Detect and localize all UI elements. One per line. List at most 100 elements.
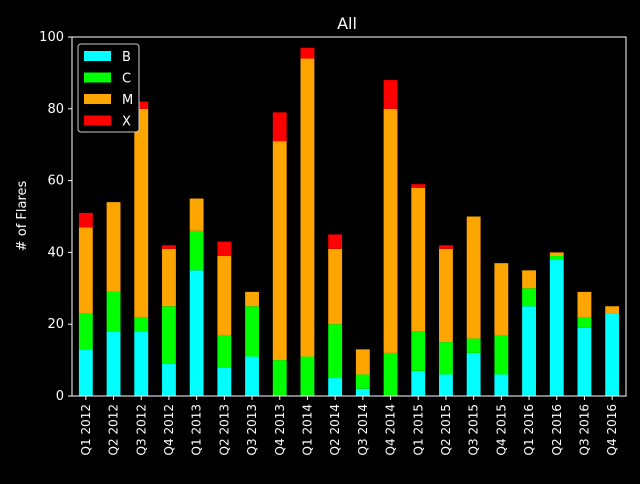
x-tick-label: Q2 2013 <box>217 404 231 455</box>
bar-segment-c-17 <box>549 255 564 260</box>
bar-segment-x-5 <box>217 241 232 256</box>
legend-swatch-m <box>84 94 111 104</box>
bar-segment-m-4 <box>189 198 204 231</box>
x-tick-label: Q1 2016 <box>522 404 536 455</box>
bar-segment-m-17 <box>549 252 564 256</box>
x-tick-label: Q3 2013 <box>245 404 259 455</box>
legend-swatch-c <box>84 72 111 83</box>
bar-segment-c-2 <box>134 317 149 332</box>
bar-segment-c-9 <box>328 324 343 379</box>
bar-segment-x-0 <box>78 212 93 228</box>
bar-segment-b-13 <box>439 374 453 396</box>
bar-segment-b-15 <box>494 374 509 396</box>
bar-segment-c-14 <box>466 338 481 353</box>
x-tick-label: Q2 2012 <box>107 404 121 455</box>
bar-segment-x-2 <box>134 101 149 109</box>
bar-segment-m-11 <box>383 108 398 353</box>
x-tick-label: Q4 2012 <box>162 404 176 455</box>
y-axis-label: # of Flares <box>15 180 30 251</box>
bar-segment-m-14 <box>466 216 481 339</box>
bar-segment-c-5 <box>217 334 232 368</box>
x-tick-label: Q1 2014 <box>300 404 314 455</box>
x-tick-label: Q2 2014 <box>328 404 342 455</box>
bar-segment-c-1 <box>106 291 121 332</box>
x-tick-label: Q4 2014 <box>384 404 398 455</box>
axes-group: 0 20 40 60 80 100 Q1 2012 Q2 2012 Q3 2012 Q4 2012… <box>39 30 627 455</box>
plot-frame <box>71 36 627 397</box>
bar-segment-b-0 <box>78 349 93 396</box>
legend-label-b: B <box>122 50 131 65</box>
bar-segment-x-7 <box>272 112 287 142</box>
bars-group <box>78 47 620 396</box>
bar-segment-b-16 <box>522 306 536 396</box>
bar-segment-x-11 <box>383 80 398 109</box>
legend-label-m: M <box>122 93 133 108</box>
bar-segment-m-16 <box>522 270 536 289</box>
x-tick-label: Q1 2012 <box>79 404 93 455</box>
bar-segment-b-2 <box>134 331 149 396</box>
bar-segment-c-18 <box>577 317 592 328</box>
bar-segment-c-0 <box>78 313 93 350</box>
x-tick-label: Q3 2016 <box>577 404 591 455</box>
y-tick-label: 0 <box>56 389 64 404</box>
x-tick-label: Q4 2013 <box>273 404 287 455</box>
bar-segment-b-6 <box>245 356 259 396</box>
legend-swatch-b <box>84 51 111 61</box>
bar-segment-c-7 <box>272 360 287 396</box>
bar-segment-b-18 <box>577 327 592 396</box>
bar-segment-m-19 <box>605 306 620 314</box>
bar-segment-m-5 <box>217 255 232 335</box>
bar-segment-x-9 <box>328 234 343 249</box>
x-tick-label: Q2 2015 <box>439 404 453 455</box>
bar-segment-m-12 <box>411 187 426 332</box>
bar-segment-c-13 <box>439 342 453 375</box>
bar-segment-b-12 <box>411 370 426 396</box>
bar-segment-m-15 <box>494 263 509 335</box>
bar-segment-b-10 <box>355 388 370 396</box>
bar-segment-b-14 <box>466 352 481 396</box>
bar-segment-m-7 <box>272 141 287 361</box>
bar-segment-m-3 <box>162 248 176 307</box>
bar-segment-m-2 <box>134 108 149 318</box>
bar-segment-x-3 <box>162 245 176 249</box>
y-tick-label: 60 <box>47 174 64 189</box>
bar-segment-b-9 <box>328 378 343 396</box>
bar-segment-x-8 <box>300 47 315 59</box>
x-tick-label: Q3 2012 <box>134 404 148 455</box>
bar-segment-c-4 <box>189 230 204 271</box>
x-tick-label: Q3 2015 <box>467 404 481 455</box>
legend-label-c: C <box>122 72 131 87</box>
bar-segment-m-1 <box>106 202 121 292</box>
bar-segment-b-3 <box>162 363 176 396</box>
legend-label-x: X <box>122 115 131 130</box>
bar-segment-m-9 <box>328 248 343 325</box>
bar-segment-c-3 <box>162 306 176 364</box>
x-tick-label: Q2 2016 <box>550 404 564 455</box>
bar-segment-b-5 <box>217 367 232 396</box>
x-tick-label: Q4 2016 <box>605 404 619 455</box>
chart-title: All <box>337 14 357 33</box>
bar-segment-b-1 <box>106 331 121 396</box>
bar-segment-m-6 <box>245 291 259 307</box>
bar-segment-c-12 <box>411 331 426 371</box>
bar-segment-m-8 <box>300 58 315 357</box>
x-tick-label: Q1 2013 <box>190 404 204 455</box>
x-tick-label: Q3 2014 <box>356 404 370 455</box>
bar-segment-c-15 <box>494 334 509 375</box>
bar-segment-b-4 <box>189 270 204 396</box>
bar-segment-m-0 <box>78 227 93 314</box>
y-tick-label: 20 <box>47 317 64 332</box>
bar-segment-x-13 <box>439 245 453 249</box>
y-tick-label: 100 <box>39 30 64 45</box>
y-tick-label: 40 <box>47 245 64 260</box>
bar-segment-m-10 <box>355 349 370 375</box>
bar-segment-x-12 <box>411 184 426 188</box>
bar-segment-c-16 <box>522 288 536 307</box>
bar-segment-c-10 <box>355 374 370 389</box>
bar-segment-c-6 <box>245 306 259 357</box>
bar-segment-b-19 <box>605 313 620 396</box>
bar-segment-m-13 <box>439 248 453 343</box>
